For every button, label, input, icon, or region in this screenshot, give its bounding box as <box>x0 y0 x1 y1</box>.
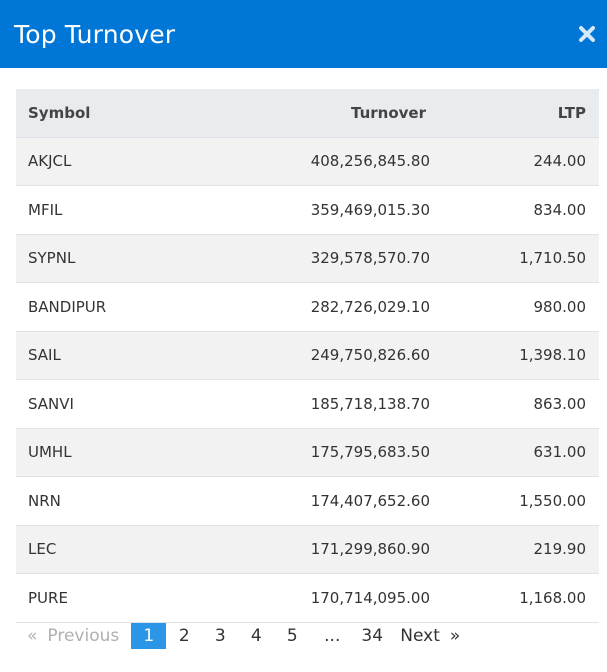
cell-ltp: 1,550.00 <box>430 476 599 526</box>
modal-title: Top Turnover <box>14 19 176 49</box>
table-row[interactable]: SANVI 185,718,138.70 863.00 <box>16 379 599 429</box>
cell-turnover: 174,407,652.60 <box>229 476 430 526</box>
cell-ltp: 1,398.10 <box>430 331 599 380</box>
table-header-row: Symbol Turnover LTP <box>16 89 599 138</box>
cell-symbol: SAIL <box>16 331 229 380</box>
page-button-4[interactable]: 4 <box>250 626 262 646</box>
turnover-table-container: Symbol Turnover LTP AKJCL 408,256,845.80 2… <box>16 89 599 623</box>
cell-ltp: 244.00 <box>430 137 599 186</box>
table-row[interactable]: UMHL 175,795,683.50 631.00 <box>16 428 599 477</box>
previous-arrow-icon: « <box>27 626 38 646</box>
cell-ltp: 1,710.50 <box>430 234 599 283</box>
cell-ltp: 631.00 <box>430 428 599 477</box>
cell-turnover: 359,469,015.30 <box>229 185 430 235</box>
cell-symbol: AKJCL <box>16 137 229 186</box>
table-row[interactable]: SYPNL 329,578,570.70 1,710.50 <box>16 234 599 283</box>
cell-turnover: 249,750,826.60 <box>229 331 430 380</box>
previous-page-button[interactable]: « Previous <box>16 623 131 649</box>
page-button-3[interactable]: 3 <box>214 626 226 646</box>
cell-symbol: MFIL <box>16 185 229 235</box>
previous-label: Previous <box>47 626 120 646</box>
page-button-2[interactable]: 2 <box>178 626 190 646</box>
cell-ltp: 834.00 <box>430 185 599 235</box>
cell-turnover: 282,726,029.10 <box>229 282 430 332</box>
page-button-34[interactable]: 34 <box>361 626 384 646</box>
table-body: AKJCL 408,256,845.80 244.00 MFIL 359,469,015… <box>16 137 599 623</box>
pagination-ellipsis: ... <box>324 626 341 646</box>
table-row[interactable]: NRN 174,407,652.60 1,550.00 <box>16 476 599 526</box>
cell-turnover: 408,256,845.80 <box>229 137 430 186</box>
page-button-1[interactable]: 1 <box>131 623 167 649</box>
cell-symbol: UMHL <box>16 428 229 477</box>
table-row[interactable]: AKJCL 408,256,845.80 244.00 <box>16 137 599 186</box>
cell-turnover: 171,299,860.90 <box>229 525 430 574</box>
next-page-button[interactable]: Next » <box>390 623 460 649</box>
table-row[interactable]: MFIL 359,469,015.30 834.00 <box>16 185 599 235</box>
turnover-table: Symbol Turnover LTP AKJCL 408,256,845.80 2… <box>16 89 599 623</box>
column-header-symbol: Symbol <box>16 89 229 138</box>
table-row[interactable]: BANDIPUR 282,726,029.10 980.00 <box>16 282 599 332</box>
pagination: « Previous 1 2 3 4 5 ... 34 Next » <box>16 622 460 650</box>
cell-turnover: 329,578,570.70 <box>229 234 430 283</box>
cell-symbol: BANDIPUR <box>16 282 229 332</box>
cell-symbol: NRN <box>16 476 229 526</box>
page-button-5[interactable]: 5 <box>286 626 298 646</box>
cell-turnover: 175,795,683.50 <box>229 428 430 477</box>
cell-ltp: 980.00 <box>430 282 599 332</box>
cell-ltp: 863.00 <box>430 379 599 429</box>
cell-turnover: 170,714,095.00 <box>229 573 430 623</box>
table-row[interactable]: LEC 171,299,860.90 219.90 <box>16 525 599 574</box>
cell-ltp: 1,168.00 <box>430 573 599 623</box>
column-header-ltp: LTP <box>430 89 599 138</box>
cell-ltp: 219.90 <box>430 525 599 574</box>
next-arrow-icon: » <box>449 626 461 646</box>
cell-turnover: 185,718,138.70 <box>229 379 430 429</box>
cell-symbol: SANVI <box>16 379 229 429</box>
cell-symbol: SYPNL <box>16 234 229 283</box>
close-button[interactable] <box>575 22 599 46</box>
next-label: Next <box>400 626 440 646</box>
table-row[interactable]: PURE 170,714,095.00 1,168.00 <box>16 573 599 623</box>
modal-header: Top Turnover <box>0 0 607 68</box>
cell-symbol: PURE <box>16 573 229 623</box>
table-row[interactable]: SAIL 249,750,826.60 1,398.10 <box>16 331 599 380</box>
column-header-turnover: Turnover <box>229 89 430 138</box>
close-icon <box>579 26 595 42</box>
cell-symbol: LEC <box>16 525 229 574</box>
